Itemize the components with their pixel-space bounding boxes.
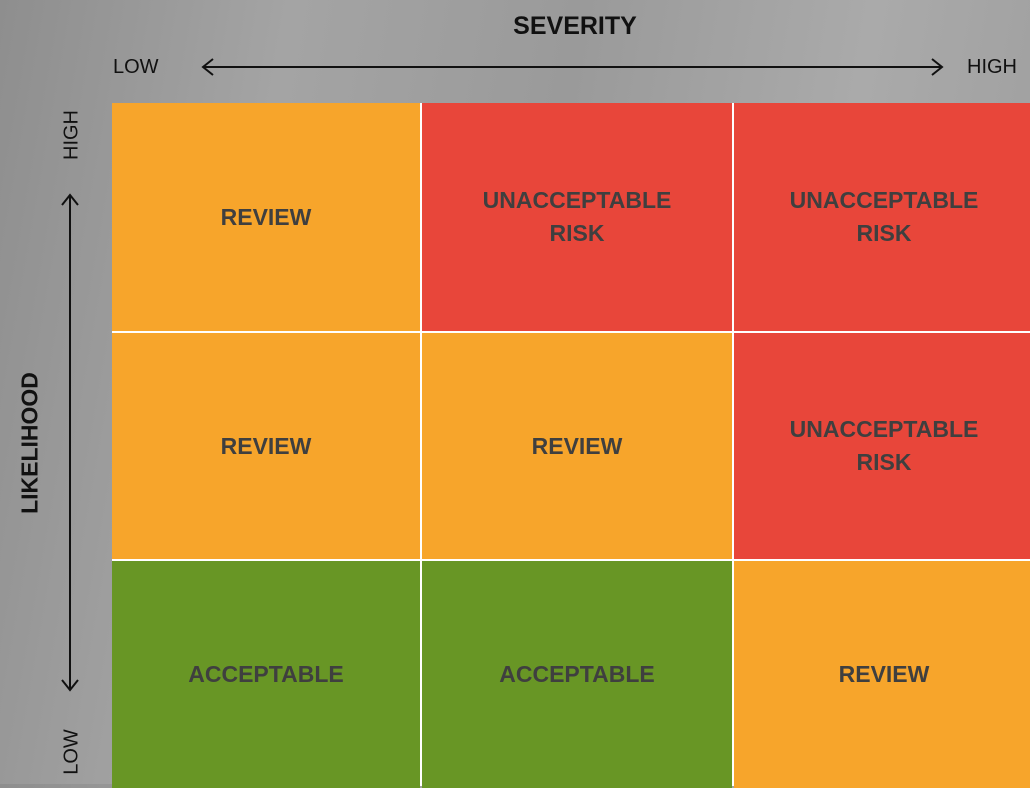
matrix-cell: ACCEPTABLE <box>112 561 420 788</box>
matrix-cell: UNACCEPTABLE RISK <box>734 333 1030 559</box>
likelihood-title: LIKELIHOOD <box>17 372 44 514</box>
y-low-label: LOW <box>61 729 84 775</box>
page: SEVERITY LOW HIGH LIKELIHOOD HIGH LOW RE… <box>0 0 1030 784</box>
matrix-cell: UNACCEPTABLE RISK <box>734 103 1030 331</box>
matrix-cell: REVIEW <box>422 333 732 559</box>
matrix-cell: REVIEW <box>734 561 1030 788</box>
y-high-label: HIGH <box>61 110 84 160</box>
matrix-cell: ACCEPTABLE <box>422 561 732 788</box>
matrix-cell: REVIEW <box>112 333 420 559</box>
matrix-cell: UNACCEPTABLE RISK <box>422 103 732 331</box>
matrix-cell: REVIEW <box>112 103 420 331</box>
